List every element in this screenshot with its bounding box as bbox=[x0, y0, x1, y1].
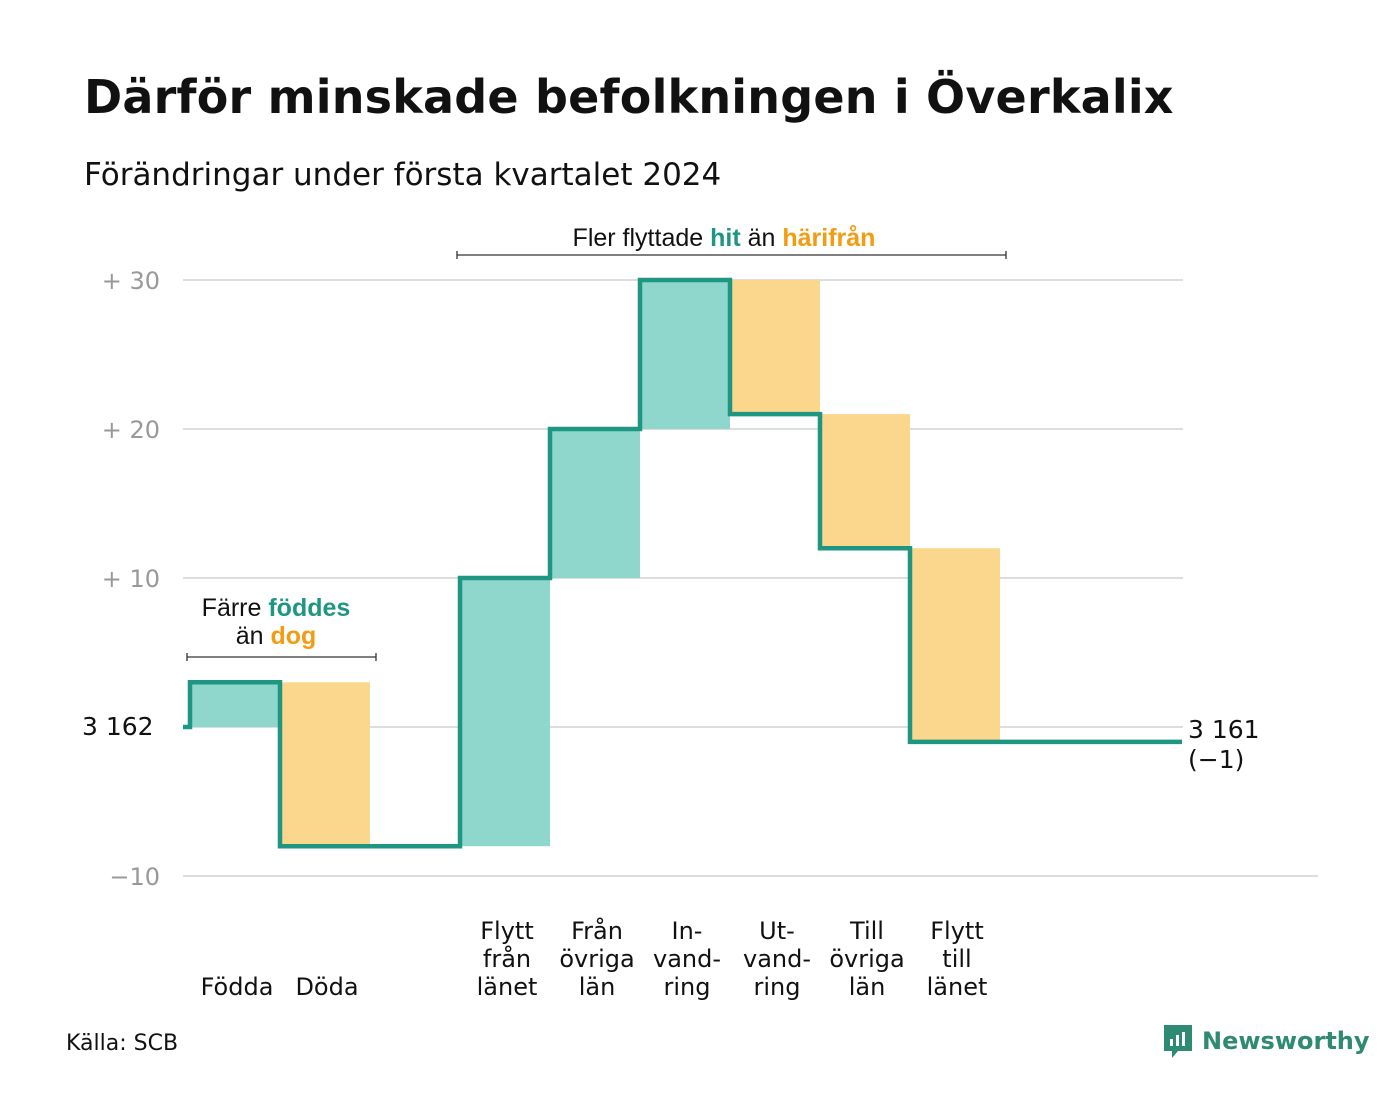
category-label: övriga bbox=[829, 945, 904, 973]
annotation-bracket bbox=[456, 251, 1007, 259]
category-label: vand- bbox=[653, 945, 721, 973]
annotation-segment: än bbox=[741, 224, 783, 252]
bar-till bbox=[820, 414, 910, 549]
annotation-text: Fler flyttade hit än härifrån bbox=[573, 224, 876, 252]
cumulative-step-line bbox=[183, 277, 1182, 849]
brand-name: Newsworthy bbox=[1202, 1027, 1370, 1055]
annotation-segment: härifrån bbox=[782, 224, 875, 252]
category-label: ring bbox=[754, 973, 801, 1001]
bar-flytt bbox=[910, 548, 1000, 742]
newsworthy-logo-icon bbox=[1162, 1023, 1194, 1059]
category-label: Till bbox=[849, 917, 884, 945]
category-label: Flytt bbox=[480, 917, 534, 945]
category-label: från bbox=[483, 944, 531, 973]
annotation-text: än dog bbox=[236, 622, 317, 650]
chart-title: Därför minskade befolkningen i Överkalix bbox=[84, 70, 1174, 124]
final-value-label: 3 161 bbox=[1188, 715, 1260, 744]
category-label: till bbox=[942, 945, 971, 973]
annotation-segment: Färre bbox=[202, 594, 269, 622]
source-note: Källa: SCB bbox=[66, 1031, 179, 1056]
bar-in- bbox=[640, 280, 730, 429]
bar-döda bbox=[280, 682, 370, 847]
annotation-segment: föddes bbox=[268, 594, 350, 622]
y-tick-label: + 10 bbox=[102, 565, 160, 593]
annotation-segment: hit bbox=[710, 224, 741, 252]
annotation-segment: Fler flyttade bbox=[573, 224, 711, 252]
brand[interactable]: Newsworthy bbox=[1162, 1023, 1370, 1059]
bar-flytt bbox=[460, 578, 550, 847]
category-label: In- bbox=[672, 917, 703, 945]
category-label: övriga bbox=[559, 945, 634, 973]
bar-födda bbox=[190, 682, 280, 727]
category-label: ring bbox=[664, 973, 711, 1001]
y-tick-label: + 30 bbox=[102, 267, 160, 295]
annotation-bracket bbox=[186, 653, 377, 661]
category-label: Från bbox=[571, 916, 623, 945]
category-label: Döda bbox=[295, 973, 358, 1001]
annotation-text: Färre föddes bbox=[202, 594, 351, 622]
category-label: Flytt bbox=[930, 917, 984, 945]
baseline-label: 3 162 bbox=[82, 712, 154, 741]
bar-från bbox=[550, 429, 640, 578]
annotation-segment: än bbox=[236, 622, 271, 650]
y-tick-label: −10 bbox=[109, 863, 160, 891]
category-label: Födda bbox=[201, 973, 274, 1001]
category-label: län bbox=[579, 973, 616, 1001]
category-label: länet bbox=[477, 973, 538, 1001]
bar-ut- bbox=[730, 280, 820, 415]
category-label: Ut- bbox=[759, 917, 795, 945]
category-label: länet bbox=[927, 973, 988, 1001]
final-value-label: (−1) bbox=[1188, 745, 1244, 774]
category-label: län bbox=[849, 973, 886, 1001]
category-label: vand- bbox=[743, 945, 811, 973]
chart-subtitle: Förändringar under första kvartalet 2024 bbox=[84, 157, 722, 193]
y-tick-label: + 20 bbox=[102, 416, 160, 444]
annotation-segment: dog bbox=[270, 622, 316, 650]
